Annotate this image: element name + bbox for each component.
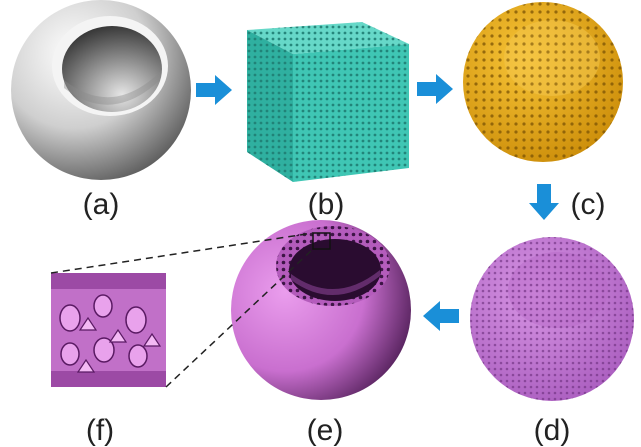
arrow-a-to-b: [196, 75, 232, 105]
zoom-box: [312, 232, 331, 250]
label-c: (c): [571, 188, 606, 221]
zoom-leader-bottom: [165, 248, 314, 388]
label-e: (e): [307, 414, 344, 447]
arrow-c-to-d: [529, 184, 559, 220]
label-b: (b): [308, 188, 345, 221]
panel-e-porous-sphere: [231, 220, 411, 400]
zoom-leader-top: [50, 232, 314, 274]
arrow-d-to-e: [423, 301, 459, 331]
panel-d-purple-lattice-sphere: [470, 237, 634, 401]
label-a: (a): [83, 188, 120, 221]
panel-f-zoom-detail: [51, 273, 166, 387]
panel-a-hollow-sphere: [11, 0, 191, 180]
label-d: (d): [534, 414, 571, 447]
panel-b-lattice-cube: [247, 22, 409, 182]
panel-c-gold-lattice-sphere: [463, 2, 623, 162]
arrow-b-to-c: [417, 74, 453, 104]
label-f: (f): [86, 414, 114, 447]
